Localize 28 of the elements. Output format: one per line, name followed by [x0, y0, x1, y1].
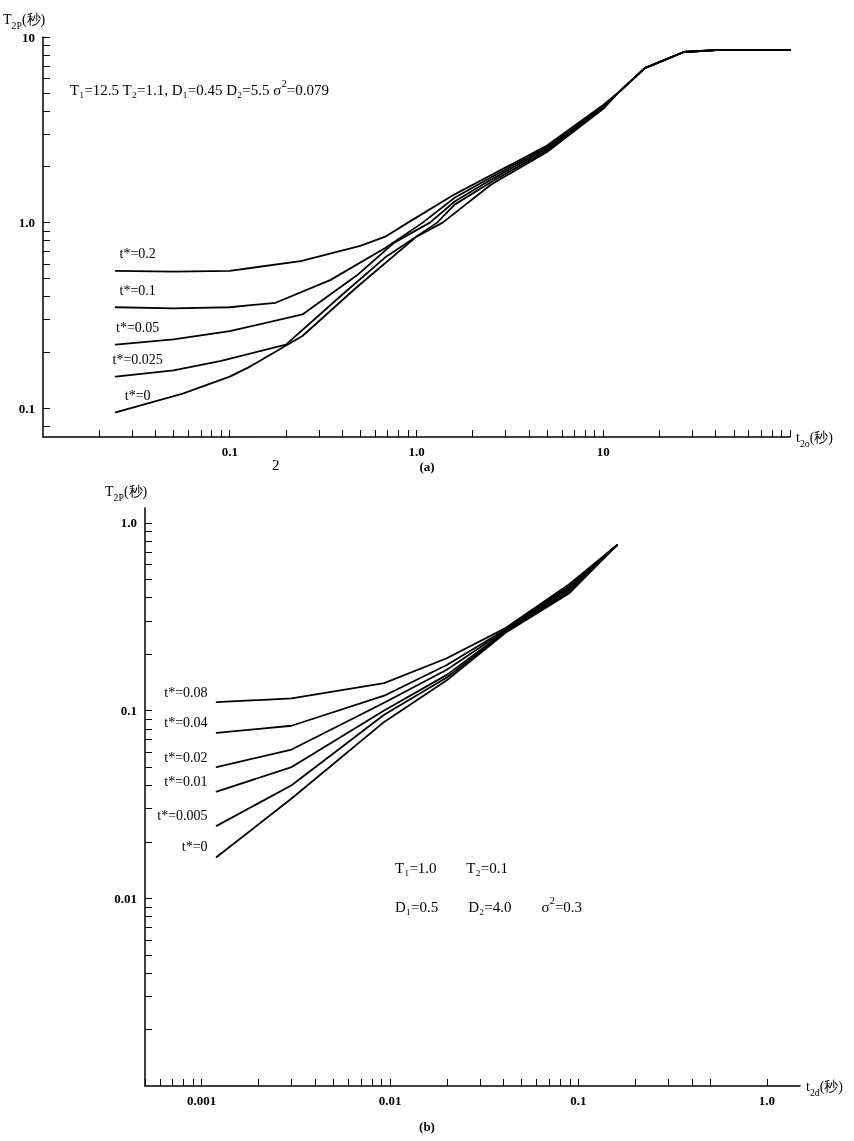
- series-label: t*=0.2: [119, 246, 156, 262]
- series-label: t*=0.005: [157, 808, 208, 824]
- series-label: t*=0: [181, 839, 208, 855]
- x-tick-label: 1.0: [758, 1093, 775, 1108]
- series-label: t*=0.1: [119, 282, 156, 298]
- series-label: t*=0: [124, 387, 151, 403]
- y-tick-label: 1.0: [18, 215, 35, 231]
- y-tick-label: 10: [22, 29, 35, 45]
- x-tick-label: 0.01: [378, 1093, 402, 1108]
- series-label: t*=0.02: [164, 749, 208, 765]
- text: 2: [272, 456, 280, 473]
- y-tick-label: 0.1: [18, 400, 35, 416]
- text: (a): [419, 459, 435, 474]
- y-tick-label: 0.1: [120, 703, 137, 719]
- text: (b): [419, 1119, 435, 1134]
- x-tick-label: 10: [596, 444, 610, 459]
- x-tick-label: 1.0: [408, 444, 425, 459]
- annotation: T₁=1.0 T₂=0.1: [395, 859, 508, 876]
- series-label: t*=0.025: [112, 352, 163, 368]
- series-label: t*=0.04: [164, 715, 208, 731]
- series-label: t*=0.01: [164, 774, 208, 790]
- x-tick-label: 0.1: [570, 1093, 587, 1108]
- x-tick-label: 0.1: [221, 444, 238, 459]
- y-tick-label: 1.0: [120, 515, 137, 531]
- series-label: t*=0.08: [164, 684, 208, 700]
- series-label: t*=0.05: [116, 320, 160, 336]
- y-tick-label: 0.01: [114, 890, 137, 906]
- x-tick-label: 0.001: [187, 1093, 217, 1108]
